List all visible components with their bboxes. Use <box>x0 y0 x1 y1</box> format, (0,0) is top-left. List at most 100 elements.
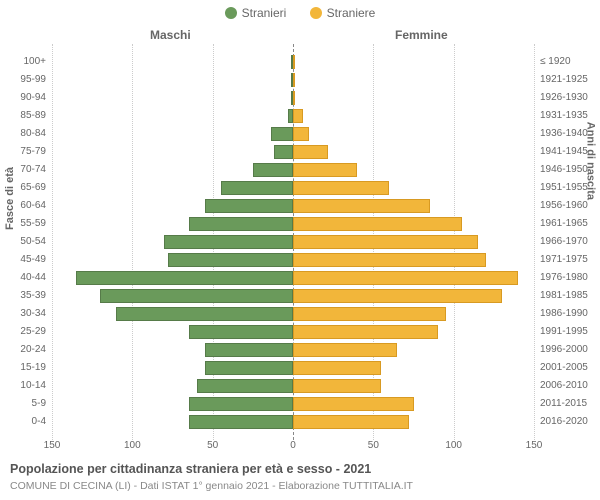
bar-female <box>293 73 295 87</box>
bar-male <box>76 271 293 285</box>
age-row: 10-142006-2010 <box>52 377 534 395</box>
legend-item-female: Straniere <box>310 6 376 20</box>
birth-year-label: 1931-1935 <box>540 107 588 125</box>
bar-male <box>168 253 293 267</box>
age-label: 60-64 <box>20 197 46 215</box>
bar-female <box>293 253 486 267</box>
birth-year-label: 1936-1940 <box>540 125 588 143</box>
bar-male <box>253 163 293 177</box>
age-label: 65-69 <box>20 179 46 197</box>
age-label: 5-9 <box>32 395 46 413</box>
plot-area: 100+≤ 192095-991921-192590-941926-193085… <box>52 44 534 440</box>
birth-year-label: 1946-1950 <box>540 161 588 179</box>
birth-year-label: 1951-1955 <box>540 179 588 197</box>
age-row: 70-741946-1950 <box>52 161 534 179</box>
age-label: 50-54 <box>20 233 46 251</box>
age-row: 40-441976-1980 <box>52 269 534 287</box>
legend-swatch-female <box>310 7 322 19</box>
column-header-female: Femmine <box>395 28 448 42</box>
bar-male <box>164 235 293 249</box>
bar-female <box>293 235 478 249</box>
age-label: 55-59 <box>20 215 46 233</box>
bar-female <box>293 109 303 123</box>
birth-year-label: 1981-1985 <box>540 287 588 305</box>
birth-year-label: 1941-1945 <box>540 143 588 161</box>
birth-year-label: 2006-2010 <box>540 377 588 395</box>
age-label: 10-14 <box>20 377 46 395</box>
age-row: 15-192001-2005 <box>52 359 534 377</box>
age-row: 85-891931-1935 <box>52 107 534 125</box>
birth-year-label: 1996-2000 <box>540 341 588 359</box>
x-axis: 15010050050100150 <box>52 440 534 458</box>
x-tick-label: 50 <box>207 440 218 451</box>
age-row: 30-341986-1990 <box>52 305 534 323</box>
legend-item-male: Stranieri <box>225 6 287 20</box>
age-row: 75-791941-1945 <box>52 143 534 161</box>
age-row: 95-991921-1925 <box>52 71 534 89</box>
bar-male <box>205 199 293 213</box>
age-label: 95-99 <box>20 71 46 89</box>
age-row: 50-541966-1970 <box>52 233 534 251</box>
age-label: 15-19 <box>20 359 46 377</box>
bar-female <box>293 289 502 303</box>
bar-male <box>189 217 293 231</box>
age-row: 20-241996-2000 <box>52 341 534 359</box>
bar-male <box>189 325 293 339</box>
bar-female <box>293 163 357 177</box>
gridline <box>534 44 535 440</box>
bar-female <box>293 199 430 213</box>
bar-female <box>293 325 438 339</box>
age-row: 65-691951-1955 <box>52 179 534 197</box>
age-row: 25-291991-1995 <box>52 323 534 341</box>
bar-male <box>116 307 293 321</box>
age-row: 35-391981-1985 <box>52 287 534 305</box>
bar-male <box>189 397 293 411</box>
bar-male <box>100 289 293 303</box>
birth-year-label: ≤ 1920 <box>540 53 571 71</box>
birth-year-label: 1976-1980 <box>540 269 588 287</box>
x-tick-label: 0 <box>290 440 296 451</box>
bar-male <box>271 127 293 141</box>
birth-year-label: 1991-1995 <box>540 323 588 341</box>
age-label: 35-39 <box>20 287 46 305</box>
bar-female <box>293 343 397 357</box>
bar-female <box>293 127 309 141</box>
age-row: 55-591961-1965 <box>52 215 534 233</box>
bar-male <box>189 415 293 429</box>
birth-year-label: 1966-1970 <box>540 233 588 251</box>
birth-year-label: 1956-1960 <box>540 197 588 215</box>
age-row: 45-491971-1975 <box>52 251 534 269</box>
legend-label-female: Straniere <box>327 6 376 20</box>
chart-title: Popolazione per cittadinanza straniera p… <box>10 462 371 476</box>
bar-female <box>293 91 295 105</box>
age-row: 5-92011-2015 <box>52 395 534 413</box>
x-tick-label: 100 <box>445 440 462 451</box>
bar-male <box>205 361 293 375</box>
bar-female <box>293 271 518 285</box>
age-label: 80-84 <box>20 125 46 143</box>
age-label: 20-24 <box>20 341 46 359</box>
bar-male <box>221 181 293 195</box>
birth-year-label: 1921-1925 <box>540 71 588 89</box>
age-row: 90-941926-1930 <box>52 89 534 107</box>
birth-year-label: 2016-2020 <box>540 413 588 431</box>
age-label: 40-44 <box>20 269 46 287</box>
bar-male <box>197 379 293 393</box>
x-tick-label: 100 <box>124 440 141 451</box>
age-row: 0-42016-2020 <box>52 413 534 431</box>
y-axis-left-title: Fasce di età <box>4 167 16 230</box>
bar-female <box>293 361 381 375</box>
bar-female <box>293 415 409 429</box>
birth-year-label: 1961-1965 <box>540 215 588 233</box>
birth-year-label: 2001-2005 <box>540 359 588 377</box>
age-label: 85-89 <box>20 107 46 125</box>
bar-female <box>293 397 414 411</box>
bar-female <box>293 181 389 195</box>
birth-year-label: 1986-1990 <box>540 305 588 323</box>
age-label: 45-49 <box>20 251 46 269</box>
chart-container: Stranieri Straniere Maschi Femmine Fasce… <box>0 0 600 500</box>
age-label: 100+ <box>23 53 46 71</box>
age-row: 80-841936-1940 <box>52 125 534 143</box>
bar-male <box>205 343 293 357</box>
age-label: 0-4 <box>32 413 46 431</box>
